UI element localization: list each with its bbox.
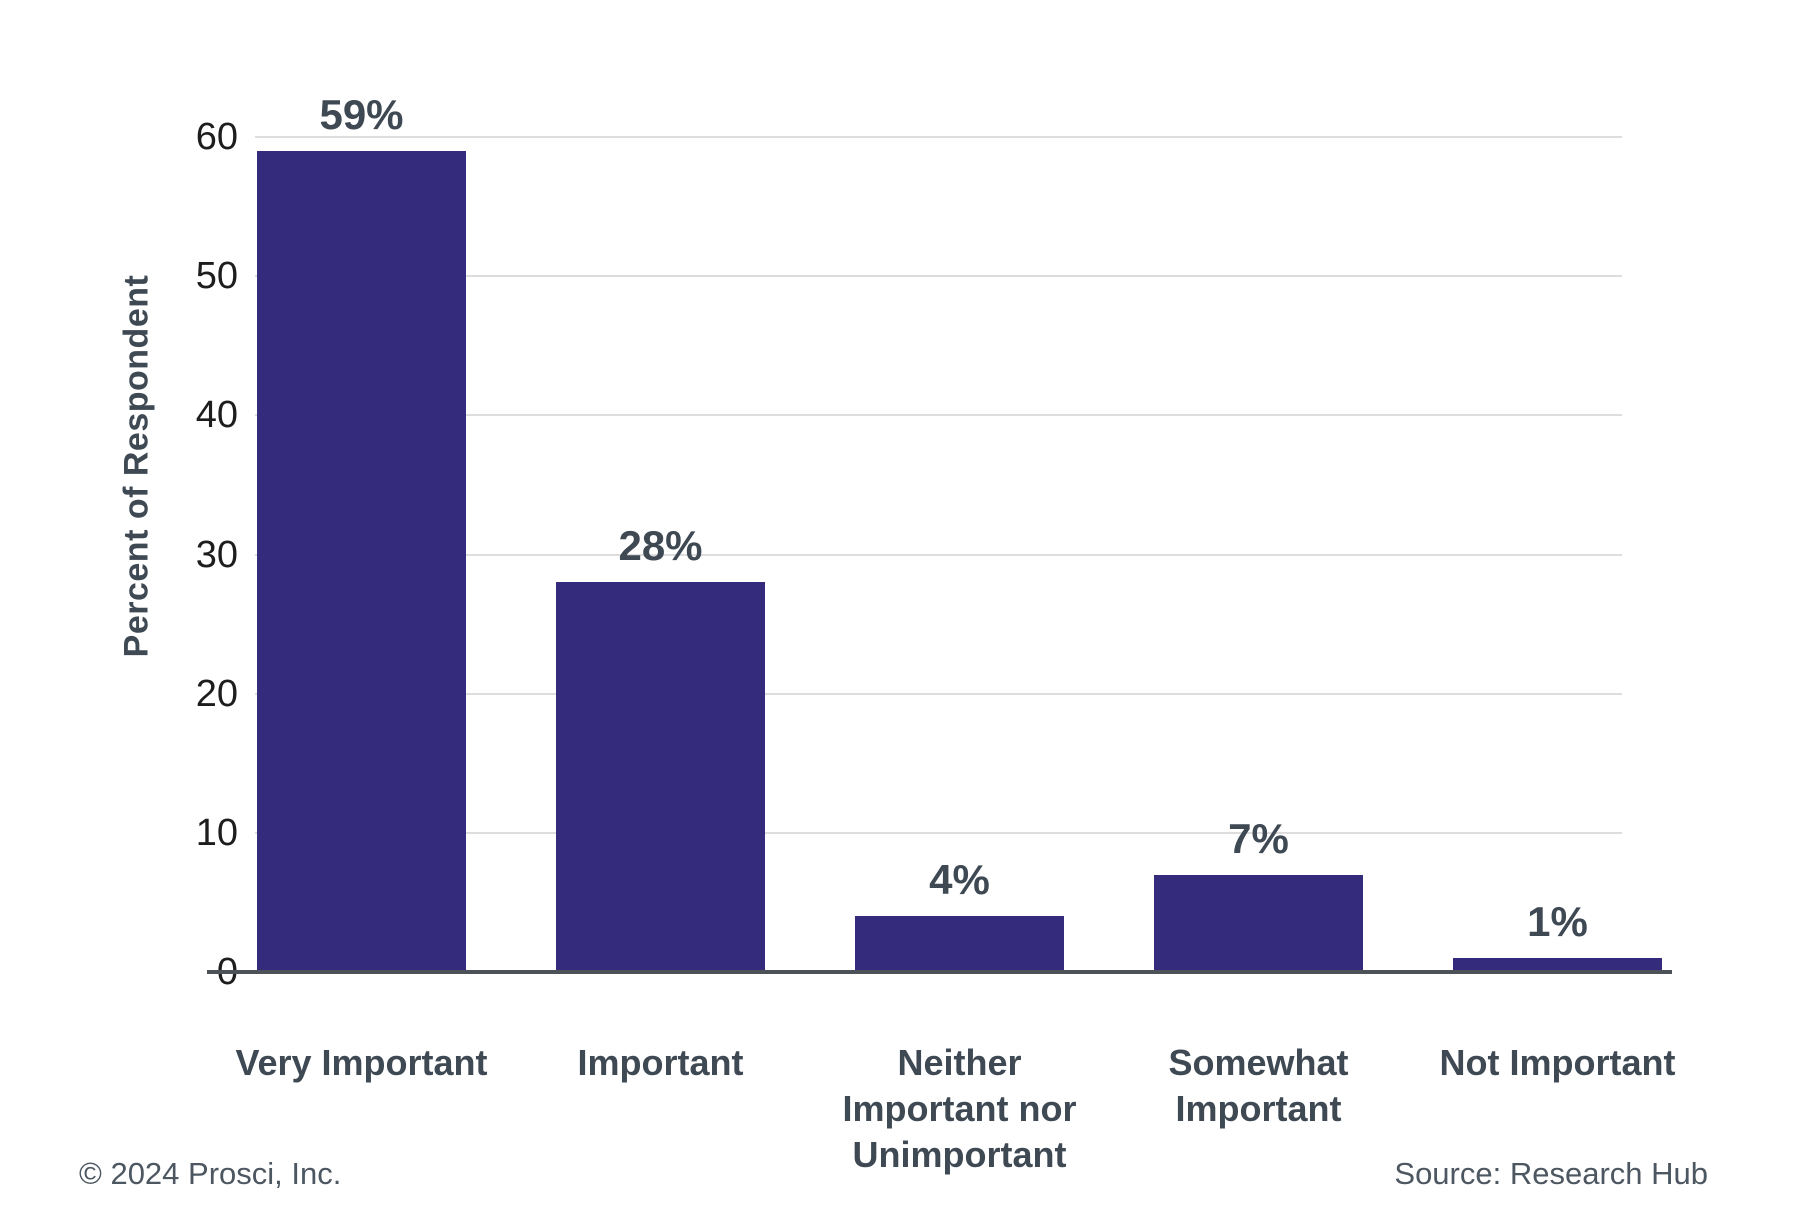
x-category-label-line: Unimportant — [852, 1134, 1067, 1175]
gridline — [255, 692, 1622, 695]
y-tick-label: 10 — [195, 811, 238, 854]
bar — [257, 150, 466, 972]
x-category-label-line: Very Important — [235, 1042, 488, 1083]
x-category-label-line: Not Important — [1439, 1042, 1676, 1083]
gridline — [255, 136, 1622, 138]
source-text: Source: Research Hub — [1394, 1156, 1708, 1191]
y-tick-label: 50 — [195, 255, 238, 298]
bar-value-label: 4% — [929, 856, 990, 904]
gridline — [255, 553, 1622, 556]
x-category-label: Neither Important nor Unimportant — [790, 1040, 1130, 1178]
y-tick-label: 40 — [195, 394, 238, 437]
x-category-label-line: Important — [1175, 1088, 1342, 1129]
x-category-label-line: Neither — [897, 1042, 1022, 1083]
bar-value-label: 59% — [319, 90, 404, 138]
x-category-label: Not Important — [1388, 1040, 1728, 1086]
gridline — [255, 275, 1622, 278]
bar-value-label: 1% — [1527, 898, 1588, 946]
bar — [1453, 958, 1662, 972]
bar — [1154, 874, 1363, 972]
x-category-label-line: Somewhat — [1168, 1042, 1349, 1083]
x-category-label-line: Important — [577, 1042, 744, 1083]
bar-value-label: 7% — [1228, 814, 1289, 862]
x-axis-line — [207, 970, 1672, 974]
copyright-text: © 2024 Prosci, Inc. — [79, 1156, 342, 1191]
y-tick-label: 20 — [195, 672, 238, 715]
x-category-label: Important — [491, 1040, 831, 1086]
x-category-label-line: Important nor — [842, 1088, 1077, 1129]
y-axis-title: Percent of Respondent — [117, 274, 156, 658]
y-tick-label: 60 — [195, 116, 238, 158]
bar — [855, 916, 1064, 972]
x-category-label: Very Important — [192, 1040, 532, 1086]
gridline — [255, 414, 1622, 417]
y-tick-label: 0 — [0, 953, 238, 991]
x-category-label: Somewhat Important — [1089, 1040, 1429, 1132]
bar-value-label: 28% — [618, 522, 703, 570]
gridline — [255, 831, 1622, 834]
y-tick-label: 30 — [195, 533, 238, 576]
bar — [556, 582, 765, 972]
